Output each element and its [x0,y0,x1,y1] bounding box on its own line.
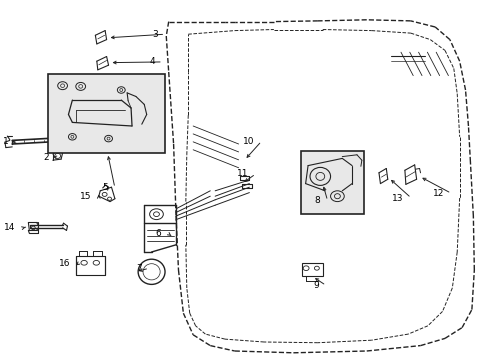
Text: 1: 1 [3,137,9,146]
Text: 3: 3 [152,30,158,39]
Text: 9: 9 [312,281,318,290]
Text: 5: 5 [102,184,107,192]
Text: 15: 15 [80,192,91,202]
Text: 12: 12 [432,189,443,198]
Text: 4: 4 [149,57,155,66]
Text: 10: 10 [242,136,254,145]
Text: 14: 14 [4,223,16,233]
Text: 16: 16 [59,259,70,269]
Bar [76,256,105,275]
Text: 11: 11 [236,169,248,178]
Text: 6: 6 [155,230,161,239]
Text: 2: 2 [43,153,49,162]
Text: 13: 13 [391,194,403,202]
Text: 8: 8 [314,197,320,205]
Bar [48,74,165,153]
Text: 7: 7 [136,264,142,273]
Bar [300,151,364,214]
Bar [302,263,322,276]
